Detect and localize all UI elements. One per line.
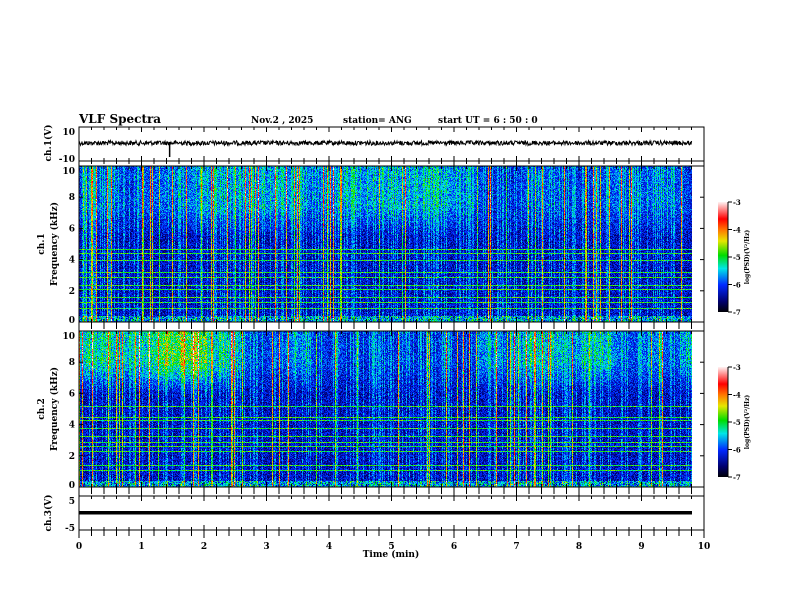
colorbar-tick-label: -3 bbox=[733, 198, 741, 207]
x-tick-label: 8 bbox=[576, 542, 582, 552]
start-ut-label: start UT = 6 : 50 : 0 bbox=[438, 116, 538, 126]
panel-frame bbox=[78, 330, 705, 488]
y-tick-label: 8 bbox=[69, 358, 75, 368]
ch3-trace bbox=[79, 511, 692, 515]
ch1-trace bbox=[78, 138, 693, 147]
ch1-freq-ylabel: Frequency (kHz) bbox=[49, 202, 60, 286]
x-tick-label: 6 bbox=[451, 542, 457, 552]
y-tick-label: 10 bbox=[62, 332, 75, 342]
x-tick-label: 4 bbox=[326, 542, 332, 552]
y-tick-label: 0 bbox=[69, 316, 75, 326]
ch3-ylabel: ch.3(V) bbox=[43, 495, 54, 532]
ch1-spec-label: ch.1 bbox=[37, 233, 47, 254]
colorbar-ch2-label: log(PSD)(V²/Hz) bbox=[744, 395, 751, 450]
colorbar-ch1-label: log(PSD)(V²/Hz) bbox=[744, 230, 751, 285]
panel-frame bbox=[78, 165, 705, 323]
x-tick-label: 10 bbox=[698, 542, 711, 552]
colorbar-tick-label: -7 bbox=[733, 473, 741, 482]
colorbar-tick-label: -7 bbox=[733, 308, 741, 317]
colorbar-tick-label: -6 bbox=[733, 281, 741, 290]
ch1-ylabel: ch.1(V) bbox=[43, 125, 54, 162]
x-tick-label: 0 bbox=[76, 542, 82, 552]
y-tick-label: 2 bbox=[69, 287, 75, 297]
y-tick-label: 10 bbox=[62, 167, 75, 177]
colorbar-tick-label: -4 bbox=[733, 226, 741, 235]
ch3-waveform bbox=[79, 511, 692, 515]
y-tick-label: 4 bbox=[69, 421, 75, 431]
colorbar-ch2 bbox=[718, 367, 728, 477]
y-tick-label: 2 bbox=[69, 452, 75, 462]
colorbar-ch1 bbox=[718, 202, 728, 312]
axes-group: 0 1 2 3 4 5 6 7 8 9 10 10 -10 0 2 4 6 8 10 0 2 4 6 8 10 5 -5 -3 -4 -5… bbox=[59, 126, 741, 552]
ch2-freq-ylabel: Frequency (kHz) bbox=[49, 367, 60, 451]
x-tick-label: 9 bbox=[638, 542, 644, 552]
colorbar-tick-label: -3 bbox=[733, 363, 741, 372]
colorbar-tick-label: -5 bbox=[733, 418, 741, 427]
ch1-spectrogram bbox=[79, 166, 692, 322]
y-tick-label: 5 bbox=[69, 497, 75, 507]
colorbar-tick-label: -4 bbox=[733, 391, 741, 400]
y-tick-label: -5 bbox=[65, 524, 75, 534]
figure-title: VLF Spectra bbox=[78, 112, 161, 126]
y-tick-label: 0 bbox=[69, 481, 75, 491]
x-axis-label: Time (min) bbox=[363, 549, 420, 560]
x-tick-label: 7 bbox=[513, 542, 519, 552]
colorbar-tick-label: -6 bbox=[733, 446, 741, 455]
y-tick-label: 4 bbox=[69, 256, 75, 266]
y-tick-label: 6 bbox=[69, 224, 75, 234]
date-label: Nov.2 , 2025 bbox=[251, 116, 313, 126]
y-tick-label: 8 bbox=[69, 193, 75, 203]
colorbar-tick-label: -5 bbox=[733, 253, 741, 262]
y-tick-label: 10 bbox=[62, 128, 75, 138]
y-tick-label: -10 bbox=[59, 155, 75, 165]
x-tick-label: 2 bbox=[201, 542, 207, 552]
x-tick-label: 5 bbox=[388, 542, 394, 552]
x-tick-label: 1 bbox=[138, 542, 144, 552]
ch2-spec-label: ch.2 bbox=[37, 398, 47, 419]
station-label: station= ANG bbox=[343, 116, 412, 126]
y-tick-label: 6 bbox=[69, 389, 75, 399]
ch2-spectrogram bbox=[79, 331, 692, 487]
x-tick-label: 3 bbox=[263, 542, 269, 552]
ch1-waveform bbox=[78, 138, 693, 157]
